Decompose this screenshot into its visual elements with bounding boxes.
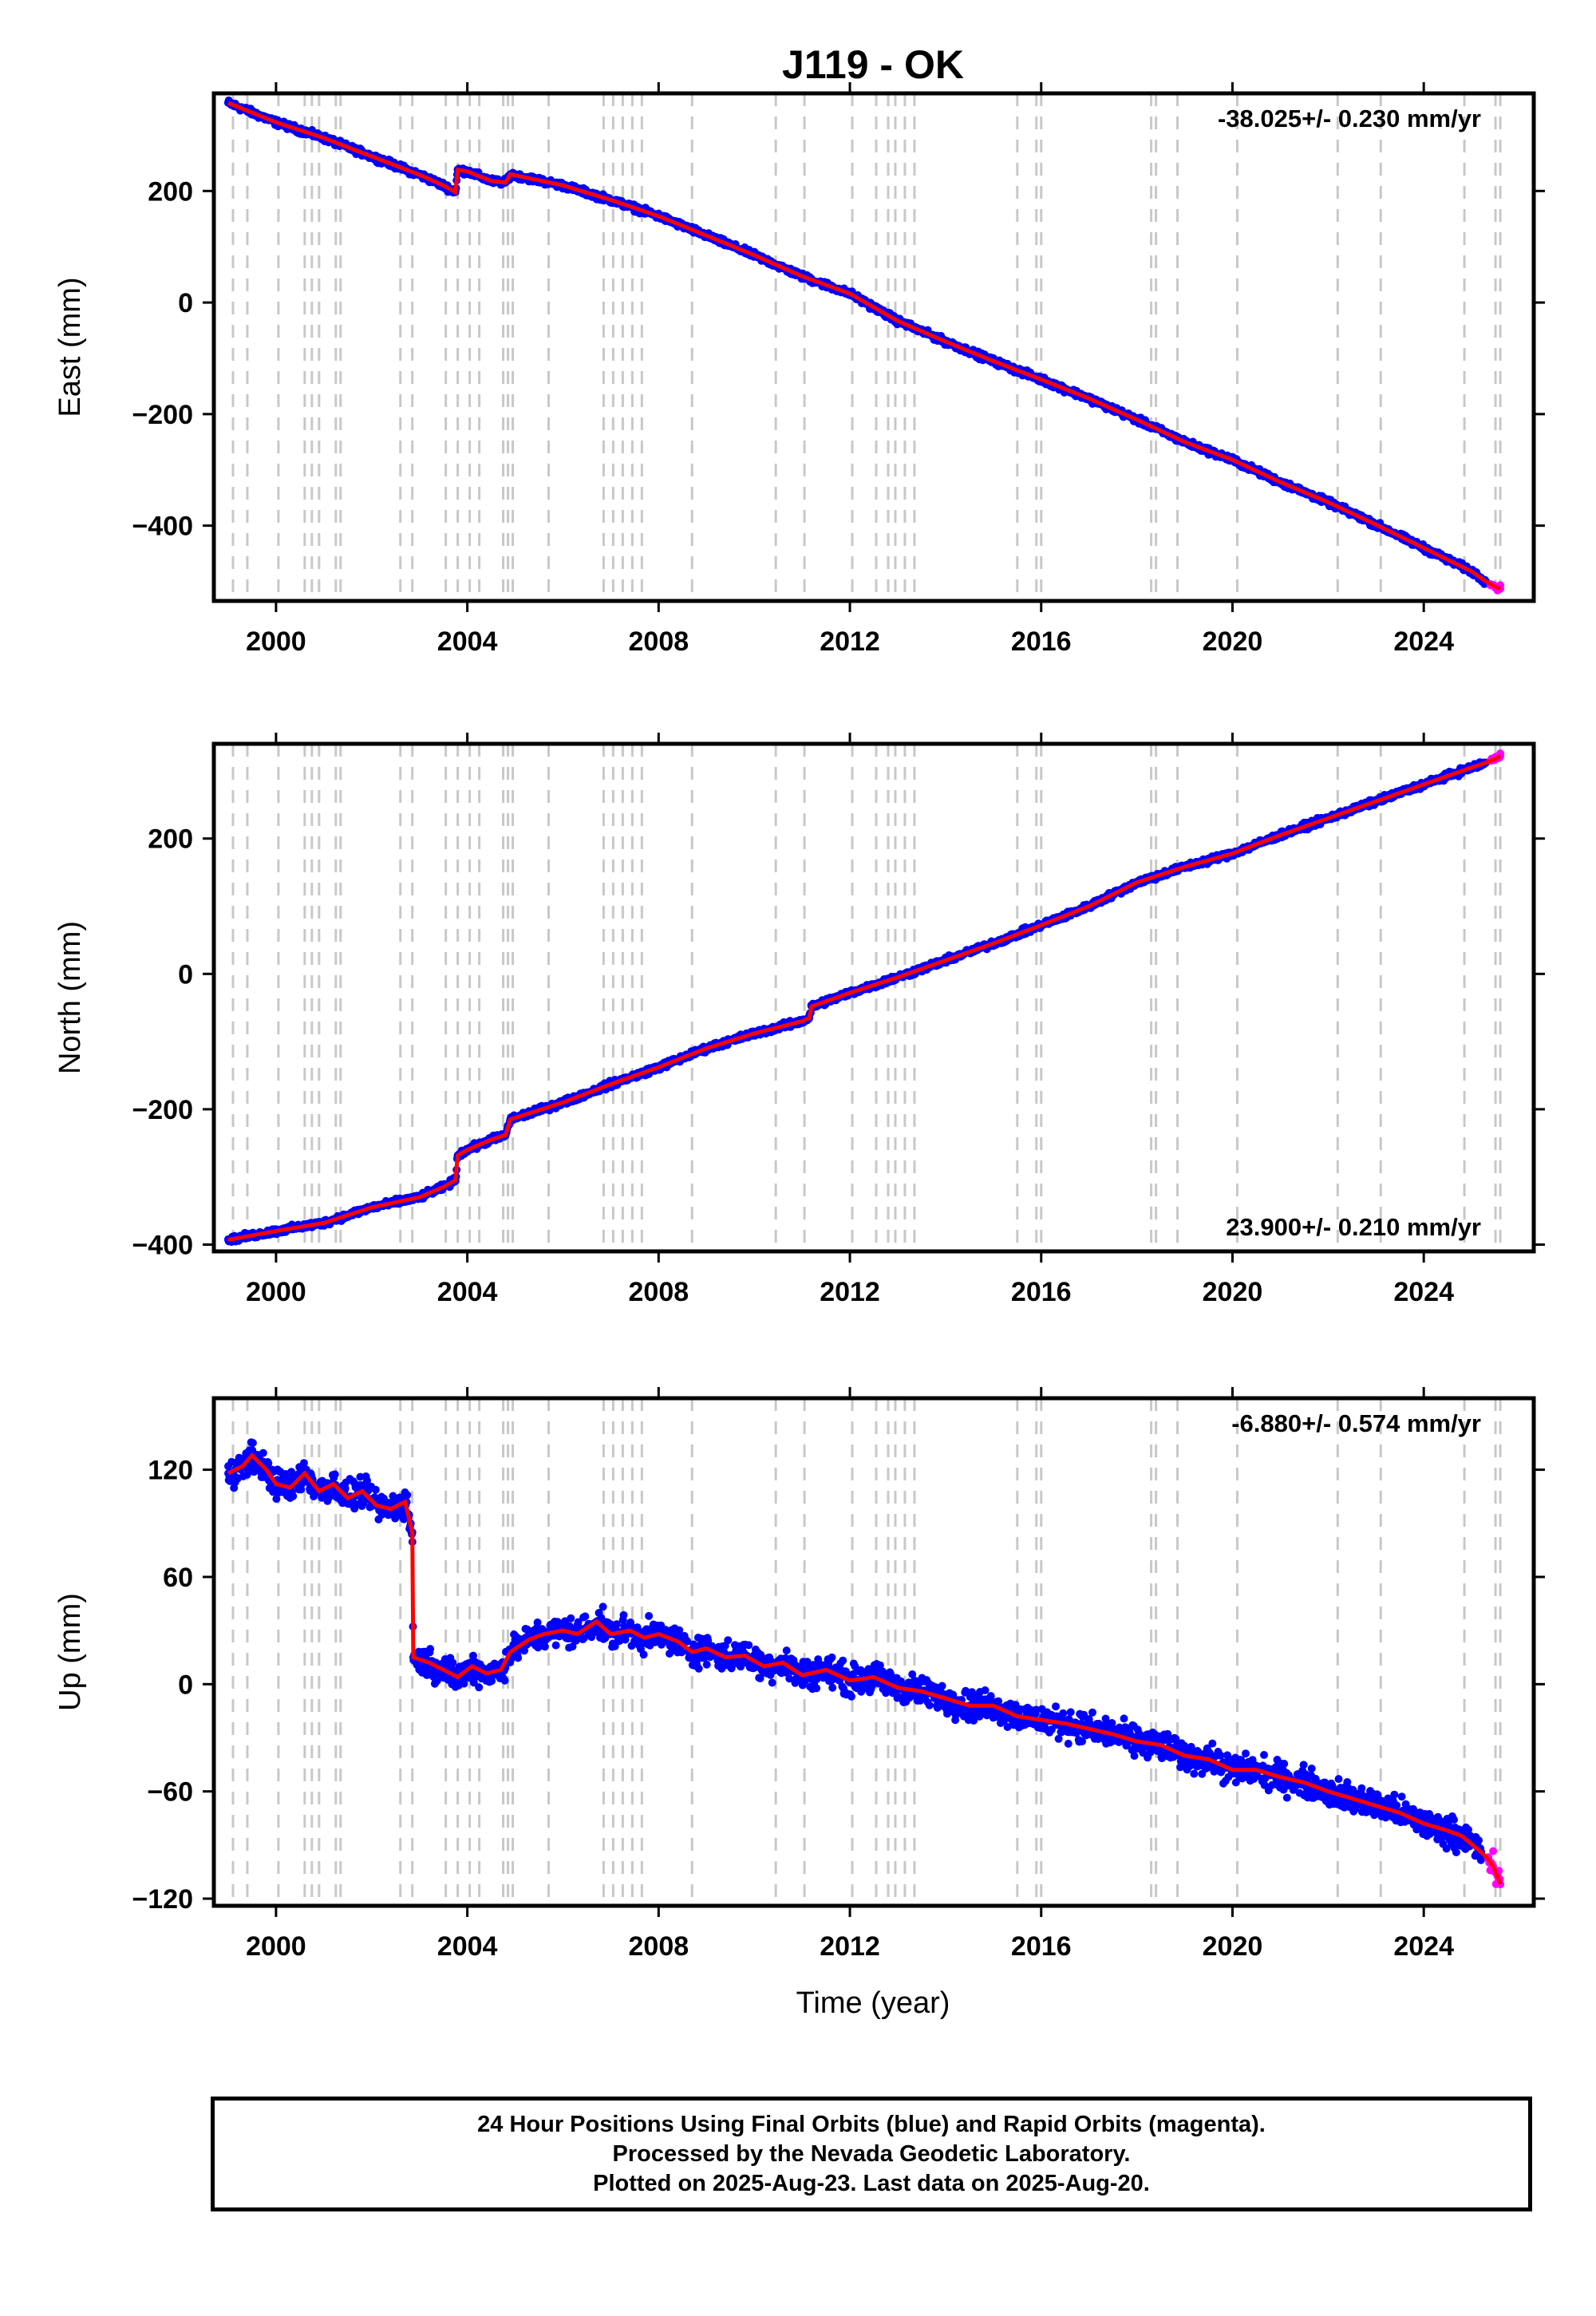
- data-point: [299, 1459, 308, 1468]
- x-tick-label: 2020: [1203, 1277, 1263, 1307]
- data-points: [224, 1438, 1505, 1889]
- y-tick-label: −200: [132, 1095, 193, 1125]
- x-tick-label: 2016: [1011, 1277, 1072, 1307]
- plot-frame: [211, 741, 1536, 1254]
- data-point: [248, 1439, 257, 1447]
- event-lines: [231, 1398, 1502, 1906]
- data-point: [259, 1448, 267, 1457]
- plot-frame: [211, 91, 1536, 603]
- y-tick-label: −200: [132, 400, 193, 430]
- final-orbits-series: [224, 758, 1491, 1247]
- y-axis-label: East (mm): [53, 277, 87, 417]
- event-lines: [231, 93, 1502, 601]
- data-point: [356, 1472, 365, 1481]
- y-tick-label: −400: [132, 1231, 193, 1261]
- y-tick-label: 200: [148, 824, 193, 855]
- x-tick-label: 2012: [820, 1277, 880, 1307]
- rate-label: 23.900+/- 0.210 mm/yr: [1226, 1213, 1481, 1241]
- y-tick-label: −400: [132, 512, 193, 542]
- y-tick-label: 200: [148, 176, 193, 207]
- x-tick-label: 2008: [629, 626, 689, 657]
- data-point: [289, 1492, 298, 1500]
- data-points: [224, 96, 1505, 595]
- x-tick-label: 2000: [246, 1277, 306, 1307]
- x-tick-label: 2004: [437, 1277, 498, 1307]
- x-tick-label: 2016: [1011, 626, 1072, 657]
- figure-title: J119 - OK: [782, 42, 964, 87]
- y-tick-label: 0: [178, 288, 193, 318]
- x-tick-label: 2020: [1203, 626, 1263, 657]
- final-orbits-series: [224, 96, 1491, 588]
- x-tick-label: 2024: [1393, 626, 1454, 657]
- data-point: [363, 1476, 371, 1485]
- x-tick-label: 2012: [820, 626, 880, 657]
- data-point: [371, 1485, 380, 1494]
- x-tick-label: 2004: [437, 626, 498, 657]
- x-tick-label: 2008: [629, 1277, 689, 1307]
- y-tick-label: 0: [178, 959, 193, 990]
- model-line: [227, 754, 1502, 1243]
- model-line: [227, 101, 1501, 591]
- y-axis-label: North (mm): [53, 921, 87, 1074]
- rate-label: -38.025+/- 0.230 mm/yr: [1218, 105, 1481, 132]
- data-point: [272, 1495, 281, 1504]
- x-tick-label: 2024: [1393, 1277, 1454, 1307]
- event-lines: [231, 744, 1502, 1251]
- data-point: [341, 1484, 350, 1492]
- x-tick-label: 2000: [246, 626, 306, 657]
- data-point: [330, 1470, 339, 1479]
- data-point: [264, 1459, 273, 1468]
